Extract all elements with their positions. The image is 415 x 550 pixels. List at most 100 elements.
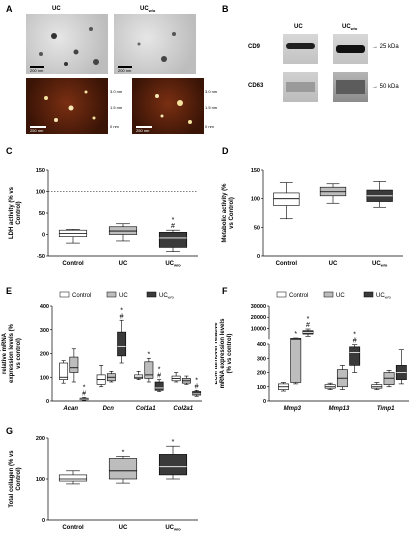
box-2	[158, 454, 188, 476]
panel-letter-g: G	[6, 426, 14, 436]
tem-particles-ucwo	[137, 32, 176, 62]
blot-band-cd63-ucwo	[336, 80, 365, 94]
tem-scalebar-ucwo	[118, 66, 132, 68]
blot-band-cd9-ucwo	[336, 45, 365, 53]
chart-G-ylabel-line: Total collagen (% vs	[9, 450, 15, 508]
afm-scalebar-ucwo	[136, 126, 152, 128]
chart-E-ylabel-line: relative mRNA	[2, 332, 8, 374]
tem-image-ucwo: 200 nm	[114, 14, 196, 74]
tem-scale-label-uc: 200 nm	[30, 68, 44, 73]
legend-label: Control	[289, 293, 308, 299]
significance-mark: #	[82, 390, 86, 397]
chart-F-ylabel-line: ECM turnover relative	[215, 322, 219, 385]
chart-E-category-label: Acan	[62, 406, 78, 412]
blot-cd63-ucwo	[333, 72, 368, 102]
legend-label: UCw/o	[376, 293, 392, 300]
chart-C-category-label: UCw/o	[165, 261, 181, 268]
chart-C-y-tick-label: -50	[37, 254, 45, 260]
chart-E-ylabel-line: ECM components	[0, 328, 1, 379]
legend-swatch	[106, 291, 117, 298]
chart-f-y-tick-label: 30000	[251, 304, 266, 310]
chart-G-category-label: UCw/o	[165, 525, 181, 532]
chart-F-ylabel-line: mRNA expression levels	[220, 318, 226, 388]
panel-letter-f: F	[222, 286, 228, 296]
tem-image-uc: 200 nm	[26, 14, 108, 74]
legend-label: UCw/o	[159, 293, 175, 300]
legend-swatch	[59, 291, 70, 298]
panel-b-col1-label: UC	[294, 24, 303, 30]
box-2	[349, 346, 361, 366]
chart-C-y-tick-label: 50	[39, 211, 45, 217]
chart-D-ylabel-line: vs Control)	[229, 197, 235, 229]
panel-b-row1-label: CD9	[248, 44, 261, 50]
chart-E-y-tick-label: 300	[40, 328, 49, 334]
chart-D-category-label: UC	[329, 261, 338, 267]
afm-image-uc: 250 nm	[26, 78, 108, 134]
significance-mark: #	[157, 373, 161, 380]
afm-tick-mid-uc: 1.5 nm	[110, 105, 123, 110]
chart-G-y-tick-label: 100	[36, 477, 45, 483]
legend-swatch	[323, 291, 334, 298]
significance-mark: #	[306, 322, 310, 329]
legend-swatch	[363, 291, 374, 298]
chart-C-y-tick-label: 150	[36, 168, 45, 174]
chart-f-y-tick-label: 20000	[251, 315, 266, 321]
chart-G-y-tick-label: 0	[42, 518, 45, 524]
chart-G-category-label: UC	[119, 525, 128, 531]
chart-E-category-label: Col1a1	[136, 406, 156, 412]
marker-25kda: → 25 kDa	[372, 44, 399, 50]
box-2	[117, 331, 127, 357]
chart-G-y-tick-label: 200	[36, 436, 45, 442]
chart-d-metabolic-activity: 0 50 100 150 Metabolic activity (% vs Control…	[222, 168, 403, 268]
tem-scalebar-uc	[30, 66, 44, 68]
afm-scalebar-uc	[30, 126, 46, 128]
chart-E-y-tick-label: 400	[40, 304, 49, 310]
chart-E-legend: Control UC UCw/o	[59, 291, 175, 300]
panel-a-col2-label: UCw/o	[140, 6, 156, 14]
chart-E-y-tick-label: 0	[46, 399, 49, 405]
chart-f-y-tick-label: 0	[263, 399, 266, 405]
box-0	[273, 192, 300, 206]
significance-mark: #	[353, 338, 357, 345]
chart-f-y-tick-label: 200	[257, 371, 266, 377]
blot-band-cd63-uc	[286, 82, 315, 92]
significance-mark: *	[83, 384, 86, 391]
chart-E-ylabel-line: expression levels (%	[9, 323, 15, 383]
chart-E-y-tick-label: 200	[40, 352, 49, 358]
blot-cd9-uc	[283, 34, 318, 64]
chart-F-ylabel: ECM turnover relative mRNA expression lev…	[215, 318, 233, 388]
tem-scale-label-ucwo: 200 nm	[118, 68, 132, 73]
box-1	[69, 356, 79, 373]
chart-D-category-label: Control	[276, 261, 298, 267]
afm-tick-top-uc: 3.0 nm	[110, 89, 123, 94]
chart-C-y-tick-label: 0	[42, 233, 45, 239]
chart-F-legend: Control UC UCw/o	[276, 291, 392, 300]
significance-mark: *	[120, 307, 123, 314]
chart-E-category-label: Col2a1	[173, 406, 193, 412]
chart-F-ylabel-line: (% vs control)	[227, 334, 233, 374]
box-0	[134, 374, 144, 379]
panel-letter-e: E	[6, 286, 13, 296]
afm-scale-label-uc: 250 nm	[30, 128, 44, 133]
panel-letter-a: A	[6, 4, 13, 14]
chart-f-y-tick-label: 300	[257, 356, 266, 362]
box-1	[108, 458, 138, 480]
significance-mark: *	[158, 367, 161, 374]
legend-label: UC	[336, 293, 345, 299]
significance-mark: #	[120, 313, 124, 320]
legend-label: Control	[72, 293, 91, 299]
chart-G-category-label: Control	[62, 525, 84, 531]
chart-C-y-tick-label: 100	[36, 190, 45, 196]
significance-mark: *	[122, 449, 125, 456]
chart-C-category-label: UC	[119, 261, 128, 267]
chart-C-ylabel: LDH activity (% vs Control)	[9, 186, 22, 239]
afm-tick-bottom-uc: 0 nm	[110, 124, 119, 129]
significance-mark: *	[307, 316, 310, 323]
box-0	[59, 362, 69, 380]
legend-swatch	[276, 291, 287, 298]
chart-f-y-tick-label: 400	[257, 342, 266, 348]
blot-band-cd9-uc	[286, 43, 315, 49]
afm-scale-label-ucwo: 250 nm	[136, 128, 150, 133]
chart-f-y-tick-label: 10000	[251, 326, 266, 332]
